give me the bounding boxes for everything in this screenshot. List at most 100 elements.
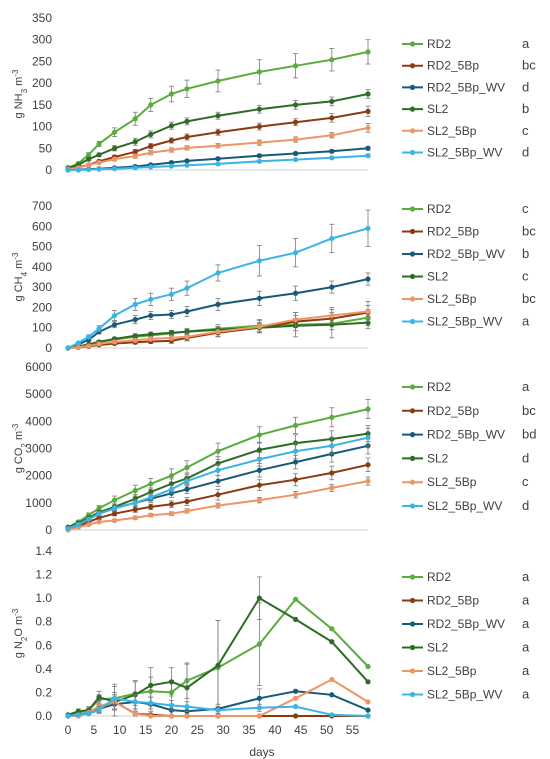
series-line [67, 50, 369, 169]
data-point [148, 682, 154, 688]
significance-letter: bd [522, 427, 536, 442]
data-point [86, 711, 92, 717]
series-sl2-5bp-wv [65, 153, 371, 173]
data-point [132, 699, 138, 705]
data-point [215, 329, 221, 335]
y-axis-label-part: g N [13, 641, 25, 658]
y-tick-label: 600 [32, 219, 52, 233]
data-point [184, 134, 190, 140]
data-point [148, 296, 154, 302]
data-point [111, 312, 118, 319]
data-point [168, 147, 175, 153]
data-point [168, 473, 175, 479]
data-point [184, 308, 190, 315]
data-point [168, 291, 175, 297]
data-point [184, 464, 190, 471]
data-point [132, 496, 138, 502]
data-point [292, 63, 299, 69]
y-tick-label: 700 [32, 199, 52, 213]
significance-letter: bc [522, 291, 536, 306]
y-axis-label-superscript: -3 [11, 608, 20, 616]
legend-label: RD2 [427, 202, 451, 216]
y-tick-label: 1.0 [35, 591, 52, 605]
y-tick-label: 200 [32, 76, 52, 90]
legend-marker [409, 574, 416, 580]
data-point [148, 131, 154, 137]
legend-label: SL2_5Bp_WV [427, 315, 502, 329]
data-point [96, 694, 102, 700]
data-point [256, 140, 262, 146]
y-tick-label: 300 [32, 33, 52, 47]
data-point [365, 713, 371, 719]
data-point [86, 516, 92, 522]
significance-letter: c [522, 474, 529, 489]
y-axis-label-superscript: -3 [11, 69, 20, 77]
data-point [184, 703, 190, 710]
legend-marker [409, 296, 416, 302]
chart-panel-2: 0 100 200 300 400 500 600 700 g CH4 m-3 RD2 c RD2_5… [11, 199, 537, 355]
significance-letter: d [522, 79, 529, 94]
data-point [148, 331, 154, 337]
data-point [96, 152, 102, 158]
data-point [168, 330, 175, 336]
y-tick-label: 100 [32, 321, 52, 335]
data-point [148, 336, 154, 342]
legend-marker [409, 149, 416, 156]
legend-marker [409, 228, 416, 235]
data-point [329, 485, 335, 491]
x-tick-label: 35 [242, 723, 256, 737]
data-point [111, 497, 118, 503]
data-point [168, 163, 175, 169]
data-point [329, 712, 335, 718]
y-axis-label-superscript: -3 [11, 252, 20, 260]
y-axis-label-subscript: 3 [20, 88, 29, 93]
data-point [96, 707, 102, 713]
series-sl2-5bp [65, 476, 371, 533]
data-point [148, 150, 154, 156]
y-tick-label: 350 [32, 11, 52, 25]
y-tick-label: 250 [32, 54, 52, 68]
data-point [168, 511, 175, 517]
y-axis-label-part: m [13, 431, 25, 443]
data-point [184, 713, 190, 719]
data-point [215, 143, 221, 149]
data-point [86, 343, 92, 349]
data-point [215, 156, 221, 162]
legend-marker [409, 479, 416, 485]
data-point [215, 502, 221, 509]
data-point [184, 685, 190, 691]
y-tick-label: 200 [32, 300, 52, 314]
data-point [168, 486, 175, 492]
legend-marker [409, 318, 416, 325]
data-point [256, 324, 262, 330]
chart-panel-4: 0.0 0.2 0.4 0.6 0.8 1.0 1.2 1.4 g N2O m-3 0 5 10 15 2… [11, 544, 531, 737]
data-point [65, 345, 71, 351]
data-point [65, 713, 71, 719]
data-point [215, 478, 221, 484]
data-point [292, 250, 299, 256]
significance-letter: a [522, 593, 530, 608]
significance-letter: bc [522, 58, 536, 73]
chart-panel-1: 0 50 100 150 200 250 300 350 g NH3 m-3 RD2 a RD2_5B… [11, 11, 537, 177]
y-axis-label: g NH3 m-3 [11, 69, 29, 118]
data-point [292, 477, 299, 483]
data-point [256, 713, 262, 719]
data-point [96, 519, 102, 525]
data-point [132, 500, 138, 506]
data-point [292, 422, 299, 429]
data-point [292, 713, 299, 719]
data-point [184, 508, 190, 514]
legend-label: RD2_5Bp [427, 225, 479, 239]
series-rd2 [65, 399, 371, 530]
data-point [365, 153, 371, 159]
data-point [111, 166, 118, 172]
y-tick-label: 150 [32, 98, 52, 112]
x-tick-label: 30 [216, 723, 230, 737]
data-point [111, 129, 118, 135]
data-point [215, 448, 221, 454]
data-point [365, 679, 371, 685]
y-axis-label-subscript: 2 [20, 443, 29, 448]
significance-letter: a [522, 36, 530, 51]
y-axis-label-part: m [13, 260, 25, 272]
